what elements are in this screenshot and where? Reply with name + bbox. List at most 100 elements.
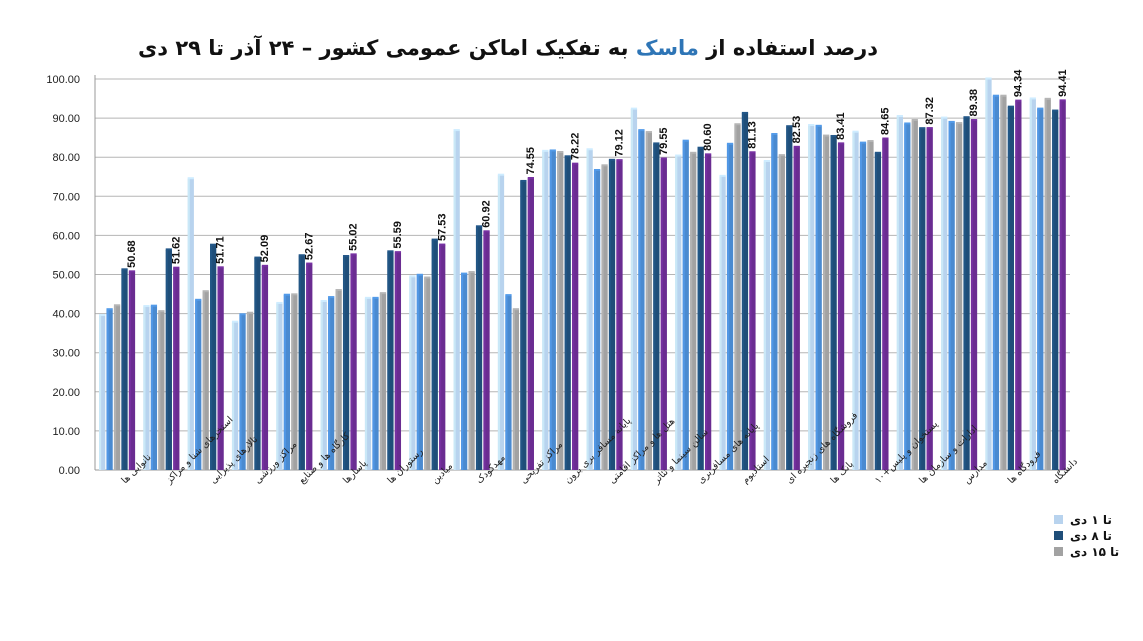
bar-body xyxy=(911,120,918,471)
bar xyxy=(298,254,305,470)
bar-top xyxy=(830,134,837,137)
bar-highlight xyxy=(328,297,331,470)
bar-body xyxy=(335,290,342,470)
bar-highlight xyxy=(852,132,855,470)
bar-highlight xyxy=(675,156,678,471)
bar-highlight xyxy=(1007,107,1010,470)
bar xyxy=(158,310,165,470)
bar xyxy=(690,151,697,471)
bar xyxy=(867,140,874,470)
bar-body xyxy=(593,170,601,470)
bar xyxy=(99,314,106,470)
bar-top xyxy=(306,262,313,265)
bar-highlight xyxy=(106,309,109,470)
bar-highlight xyxy=(697,148,700,470)
bar-top xyxy=(121,268,128,271)
bar xyxy=(283,293,290,470)
bar xyxy=(660,157,667,470)
bar xyxy=(1000,94,1007,470)
bar-highlight xyxy=(660,158,663,470)
bar-body xyxy=(520,181,527,470)
bar-body xyxy=(970,120,978,470)
bar xyxy=(350,253,357,470)
bar-highlight xyxy=(726,144,730,470)
bar-body xyxy=(601,165,608,470)
bar-highlight xyxy=(763,161,766,470)
bar-body xyxy=(210,245,217,470)
bar xyxy=(564,155,571,470)
bar xyxy=(1007,105,1015,470)
bar-body xyxy=(364,298,372,470)
bar xyxy=(1044,97,1051,470)
bar-top xyxy=(726,142,734,145)
data-label: 81.13 xyxy=(747,121,759,149)
bar-top xyxy=(187,177,194,180)
bar-highlight xyxy=(586,149,589,470)
bar xyxy=(165,248,172,470)
bar-top xyxy=(653,142,660,145)
bar-body xyxy=(453,130,460,470)
bar-body xyxy=(941,118,948,470)
bar-highlight xyxy=(497,175,501,470)
bar-top xyxy=(941,116,948,119)
bar-top xyxy=(298,254,305,257)
bar xyxy=(904,122,911,470)
bar-top xyxy=(424,276,431,279)
bar-highlight xyxy=(601,165,604,470)
bar-body xyxy=(786,126,793,471)
bar xyxy=(106,308,113,470)
bar xyxy=(771,133,778,470)
bar xyxy=(704,153,712,470)
bar-body xyxy=(697,148,704,470)
bar-highlight xyxy=(416,275,419,470)
bar-top xyxy=(645,131,653,134)
bar-body xyxy=(557,152,564,470)
bar-highlight xyxy=(1000,96,1003,470)
bar-top xyxy=(1037,107,1044,110)
bar-highlight xyxy=(335,290,338,470)
bar-top xyxy=(342,255,350,258)
bar-body xyxy=(771,134,778,470)
bar-top xyxy=(704,153,712,156)
bar xyxy=(291,293,298,470)
y-tick-label: 50.00 xyxy=(52,270,80,282)
bar xyxy=(645,131,653,470)
bar-body xyxy=(726,144,734,470)
bar xyxy=(830,134,837,471)
bar-body xyxy=(690,153,697,471)
bar-highlight xyxy=(210,245,213,470)
bar xyxy=(955,122,963,470)
bar-highlight xyxy=(439,245,442,470)
bar-body xyxy=(955,123,963,470)
bar xyxy=(601,164,608,470)
bar xyxy=(306,262,313,470)
bar-top xyxy=(261,264,269,267)
bar xyxy=(328,296,335,470)
bar-body xyxy=(306,264,313,470)
bar xyxy=(246,311,254,470)
bar xyxy=(786,125,793,471)
bar xyxy=(121,268,128,470)
bar xyxy=(763,160,771,470)
legend-item: تا ۸ دی xyxy=(1054,529,1112,543)
bar-top xyxy=(808,124,815,127)
bar-top xyxy=(955,122,963,125)
bar-body xyxy=(468,272,475,470)
bar-highlight xyxy=(128,271,132,470)
bar xyxy=(948,120,955,470)
bar xyxy=(919,127,926,471)
bar xyxy=(963,116,970,471)
bar-body xyxy=(187,178,194,470)
bar-highlight xyxy=(904,123,907,470)
bar xyxy=(726,142,734,470)
bar-body xyxy=(283,295,290,470)
y-tick-label: 30.00 xyxy=(52,348,80,360)
bar-top xyxy=(416,273,423,276)
bar xyxy=(682,139,689,470)
bar-top xyxy=(210,243,217,246)
bar-highlight xyxy=(239,314,242,470)
bar-body xyxy=(416,275,423,470)
bar-highlight xyxy=(217,267,220,470)
bar-body xyxy=(638,130,645,470)
